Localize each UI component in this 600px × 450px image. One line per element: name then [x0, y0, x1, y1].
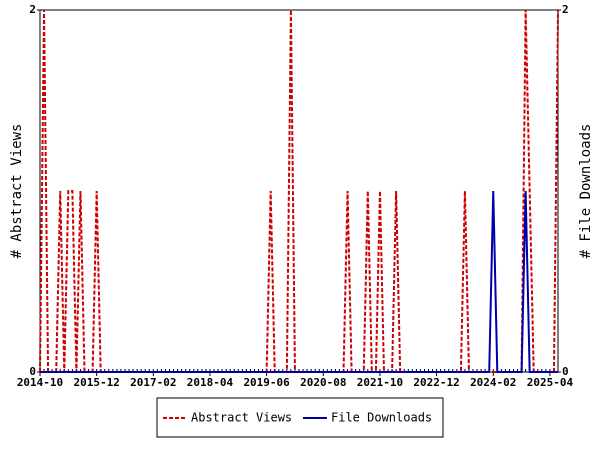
y2-tick-label: 0 — [562, 365, 569, 378]
y-axis-title: # Abstract Views — [9, 124, 25, 259]
x-tick-label: 2018-04 — [187, 376, 234, 389]
x-tick-label: 2019-06 — [243, 376, 290, 389]
x-tick-label: 2024-02 — [470, 376, 516, 389]
legend-label: Abstract Views — [191, 411, 292, 425]
y2-axis-title: # File Downloads — [578, 124, 594, 259]
y-tick-label: 2 — [29, 3, 36, 16]
legend-box — [156, 397, 444, 438]
x-tick-label: 2025-04 — [527, 376, 574, 389]
x-tick-label: 2021-10 — [357, 376, 403, 389]
x-tick-label: 2017-02 — [130, 376, 176, 389]
x-tick-label: 2020-08 — [300, 376, 346, 389]
y-tick-label: 0 — [29, 365, 36, 378]
series-line — [40, 190, 558, 373]
x-tick-label: 2022-12 — [413, 376, 459, 389]
y2-tick-label: 2 — [562, 3, 569, 16]
series-line — [39, 9, 559, 373]
plot-area — [39, 9, 559, 373]
legend-label: File Downloads — [331, 411, 432, 425]
x-tick-label: 2015-12 — [73, 376, 119, 389]
x-tick-label: 2014-10 — [17, 376, 63, 389]
